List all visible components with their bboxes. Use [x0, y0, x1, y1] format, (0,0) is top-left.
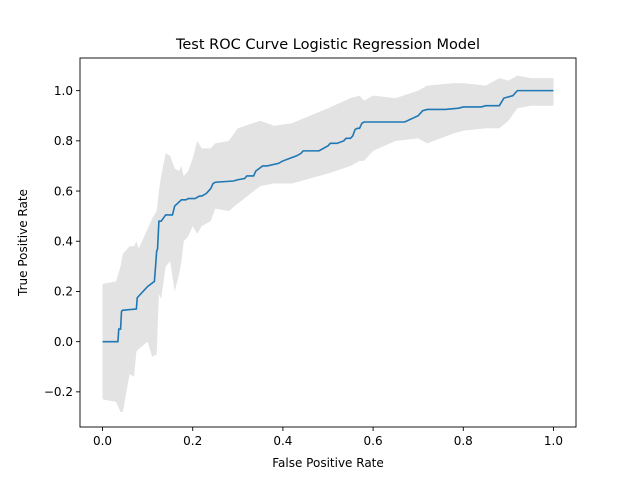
- y-tick-label: 0.4: [54, 235, 73, 249]
- x-axis-ticks: 0.0 0.2 0.4 0.6 0.8 1.0: [93, 427, 563, 448]
- x-tick-label: 0.0: [93, 434, 112, 448]
- axes-frame: [79, 57, 577, 428]
- y-tick-label: −0.2: [44, 385, 73, 399]
- chart-title: Test ROC Curve Logistic Regression Model: [175, 37, 480, 53]
- y-axis-ticks: −0.2 0.0 0.2 0.4 0.6 0.8 1.0: [44, 84, 80, 399]
- y-axis-label: True Positive Rate: [16, 189, 30, 297]
- y-tick-label: 0.0: [54, 335, 73, 349]
- confidence-band: [102, 75, 554, 412]
- y-tick-label: 0.2: [54, 285, 73, 299]
- x-tick-label: 1.0: [544, 434, 563, 448]
- x-tick-label: 0.8: [454, 434, 473, 448]
- y-tick-label: 0.8: [54, 134, 73, 148]
- y-tick-label: 0.6: [54, 184, 73, 198]
- y-tick-label: 1.0: [54, 84, 73, 98]
- plot-area: [102, 75, 554, 412]
- x-tick-label: 0.2: [183, 434, 202, 448]
- x-tick-label: 0.4: [273, 434, 292, 448]
- x-tick-label: 0.6: [364, 434, 383, 448]
- x-axis-label: False Positive Rate: [272, 456, 384, 470]
- roc-curve-line: [102, 89, 554, 343]
